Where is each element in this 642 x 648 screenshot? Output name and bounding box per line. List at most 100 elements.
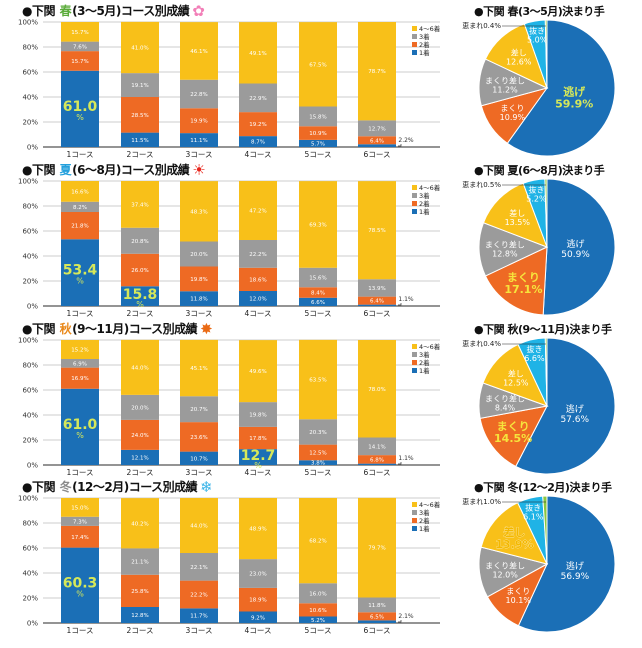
pie-slice-label: まくり差し	[485, 240, 525, 250]
value-label: 6.4%	[370, 138, 384, 144]
x-tick-label: 4コース	[245, 150, 272, 159]
pie-chart-title: ●下関 春(3～5月)決まり手	[474, 3, 605, 19]
bar-segment-2着	[121, 253, 159, 287]
legend-label: 3着	[419, 32, 430, 41]
bar-segment-4～6着	[358, 497, 396, 598]
legend-label: 4～6着	[419, 500, 441, 509]
highlight-percent-label: %	[76, 277, 84, 286]
value-label: 20.0%	[190, 252, 207, 258]
bar-segment-4～6着	[358, 181, 396, 280]
value-label: 8.7%	[251, 140, 265, 146]
y-tick-label: 60%	[22, 228, 38, 236]
bar-segment-2着	[61, 212, 99, 240]
value-label: 44.0%	[190, 524, 207, 530]
pie-season-label: 夏	[507, 164, 518, 177]
y-tick-label: 20%	[22, 437, 38, 445]
bar-segment-3着	[180, 553, 218, 581]
bar-segment-2着	[299, 287, 337, 298]
legend-label: 2着	[419, 516, 430, 525]
x-tick-label: 2コース	[127, 468, 154, 477]
pie-slice-恵まれ	[544, 178, 548, 248]
leader-line	[398, 620, 402, 623]
value-label: 13.9%	[368, 286, 385, 292]
pie-title-prefix: ●下関	[474, 323, 508, 336]
value-label: 11.8%	[368, 603, 385, 609]
value-label: 69.3%	[309, 222, 326, 228]
y-tick-label: 0%	[27, 462, 38, 470]
bar-segment-1着	[61, 388, 99, 465]
legend-swatch	[412, 185, 417, 190]
y-tick-label: 60%	[22, 545, 38, 553]
bar-segment-2着	[180, 580, 218, 609]
bar-segment-2着	[239, 267, 277, 291]
bar-segment-4～6着	[121, 339, 159, 395]
value-label: 79.7%	[368, 546, 385, 552]
bar-segment-1着	[358, 144, 396, 147]
bar-segment-4～6着	[239, 340, 277, 403]
pie-slice-label: まくり差し	[485, 560, 525, 570]
pie-slice-label: 逃げ	[563, 85, 586, 99]
y-tick-label: 60%	[22, 69, 38, 77]
bar-segment-3着	[299, 583, 337, 604]
value-label: 19.8%	[249, 413, 266, 419]
highlight-percent-label: %	[76, 431, 84, 440]
value-label: 6.8%	[370, 457, 384, 463]
bar-segment-3着	[121, 73, 159, 97]
pie-slice-label: 差し	[503, 525, 525, 539]
pie-slice-恵まれ	[544, 19, 548, 89]
legend-label: 3着	[419, 508, 430, 517]
value-label: 7.3%	[73, 519, 87, 525]
x-tick-label: 6コース	[364, 309, 391, 318]
x-tick-label: 1コース	[67, 626, 94, 635]
pie-slice-value: 6.1%	[523, 512, 544, 521]
bar-segment-4～6着	[121, 181, 159, 228]
legend-swatch	[412, 34, 417, 39]
pie-slice-label: 抜き	[529, 26, 545, 36]
pie-slice-value: 5.2%	[526, 195, 547, 204]
pie-chart-title: ●下関 夏(6～8月)決まり手	[474, 162, 605, 178]
x-tick-label: 5コース	[305, 150, 332, 159]
pie-slice-label: まくり	[500, 104, 524, 113]
maple-leaf-icon: ✸	[200, 320, 213, 338]
bar-segment-2着	[299, 444, 337, 461]
pie-slice-value: 14.5%	[494, 432, 532, 445]
sakura-icon: ✿	[192, 2, 205, 20]
y-tick-label: 80%	[22, 44, 38, 52]
bar-segment-4～6着	[61, 181, 99, 202]
bar-segment-1着	[180, 451, 218, 465]
value-label: 22.2%	[249, 252, 266, 258]
pie-chart-title: ●下関 秋(9～11月)決まり手	[474, 321, 612, 337]
legend-swatch	[412, 344, 417, 349]
title-prefix: ●下関	[22, 163, 59, 177]
value-label: 10.6%	[309, 608, 326, 614]
value-label: 10.7%	[190, 456, 207, 462]
value-label: 20.0%	[131, 405, 148, 411]
value-label: 23.0%	[249, 572, 266, 578]
value-label: 12.8%	[131, 613, 148, 619]
value-label: 14.1%	[368, 444, 385, 450]
value-label: 37.4%	[131, 202, 148, 208]
pie-title-suffix: (6～8月)決まり手	[517, 164, 605, 177]
bar-segment-1着	[239, 449, 277, 465]
x-tick-label: 1コース	[67, 468, 94, 477]
bar-segment-3着	[239, 83, 277, 113]
y-tick-label: 80%	[22, 203, 38, 211]
pie-slice-value: 59.9%	[555, 98, 593, 111]
bar-segment-3着	[121, 394, 159, 420]
pie-slice-label: まくり差し	[485, 394, 525, 404]
pie-slice-label: 抜き	[525, 502, 541, 512]
pie-slice-label: 差し	[509, 208, 525, 218]
pie-slice-label: 逃げ	[567, 238, 585, 250]
bar-segment-1着	[121, 449, 159, 465]
legend-label: 1着	[419, 524, 430, 533]
pie-slice-逃げ	[517, 495, 616, 633]
value-label: 17.8%	[249, 436, 266, 442]
value-label: 20.8%	[131, 239, 148, 245]
pie-slice-value: 11.2%	[492, 85, 518, 94]
bar-segment-1着	[299, 616, 337, 623]
bar-segment-3着	[180, 79, 218, 109]
value-label: 11.1%	[190, 138, 207, 144]
pie-slice-value: 12.0%	[492, 570, 518, 579]
bar-segment-3着	[358, 597, 396, 613]
